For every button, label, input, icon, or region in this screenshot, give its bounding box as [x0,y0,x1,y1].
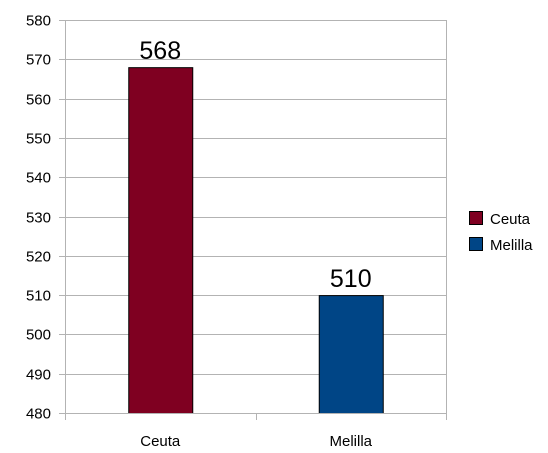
gridlines [65,20,446,375]
y-tick-label-520: 520 [26,249,51,266]
data-label-ceuta: 568 [139,37,181,65]
y-tick-label-550: 550 [26,131,51,148]
data-labels: 568 510 [139,37,371,293]
x-tick-label-melilla: Melilla [329,433,372,450]
y-tick-label-580: 580 [26,13,51,30]
axes [59,20,447,420]
x-tick-labels: Ceuta Melilla [140,433,372,450]
bar-ceuta [128,67,194,414]
y-tick-label-480: 480 [26,406,51,423]
legend-label-ceuta: Ceuta [490,211,531,228]
legend: Ceuta Melilla [469,211,533,254]
legend-swatch-melilla [469,237,483,251]
y-tick-label-490: 490 [26,367,51,384]
y-tick-label-570: 570 [26,52,51,69]
bar-melilla [318,295,384,415]
bars [128,67,384,415]
y-tick-label-560: 560 [26,92,51,109]
x-tick-label-ceuta: Ceuta [140,433,181,450]
y-tick-label-500: 500 [26,327,51,344]
y-tick-label-530: 530 [26,210,51,227]
data-label-melilla: 510 [330,265,372,293]
legend-label-melilla: Melilla [490,237,533,254]
legend-swatch-ceuta [469,211,483,225]
y-tick-labels: 480 490 500 510 520 530 540 550 560 570 580 [26,13,51,423]
y-tick-label-540: 540 [26,170,51,187]
y-tick-label-510: 510 [26,288,51,305]
